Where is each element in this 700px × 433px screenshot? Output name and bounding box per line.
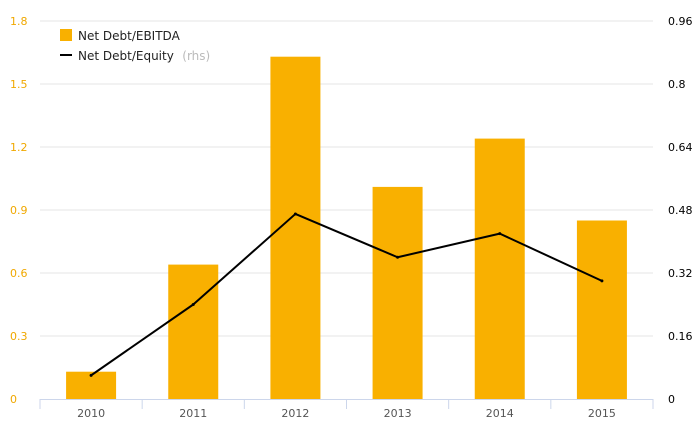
x-tick-label: 2015 [588,407,616,420]
x-tick-label: 2014 [486,407,514,420]
right-tick-label: 0.48 [668,204,693,217]
right-tick-label: 0 [668,393,675,406]
left-axis: 0 0.3 0.6 0.9 1.2 1.5 1.8 [10,15,28,406]
legend-swatch-bar [60,29,72,41]
legend-item-net-debt-ebitda[interactable]: Net Debt/EBITDA [60,29,181,43]
left-tick-label: 0.9 [10,204,28,217]
line-point[interactable] [600,279,604,283]
left-tick-label: 1.5 [10,78,28,91]
left-tick-label: 0.3 [10,330,28,343]
line-point[interactable] [89,373,93,377]
bar[interactable] [372,186,423,399]
x-tick-label: 2010 [77,407,105,420]
line-point[interactable] [498,232,502,236]
legend-label-net-debt-equity: Net Debt/Equity (rhs) [78,47,210,64]
legend-label-main: Net Debt/Equity [78,49,174,63]
bar[interactable] [270,56,321,399]
right-tick-label: 0.96 [668,15,693,28]
net-debt-equity-line[interactable] [90,212,603,377]
bar[interactable] [576,220,627,400]
right-tick-label: 0.32 [668,267,693,280]
legend-item-net-debt-equity[interactable]: Net Debt/Equity (rhs) [60,47,210,64]
line-point[interactable] [293,212,297,216]
bar[interactable] [474,138,525,399]
left-tick-label: 1.2 [10,141,28,154]
x-axis: 2010 2011 2012 2013 2014 2015 [39,399,654,420]
x-tick-label: 2012 [281,407,309,420]
right-tick-label: 0.8 [668,78,686,91]
grid-lines [40,20,653,337]
right-tick-label: 0.16 [668,330,693,343]
right-axis: 0 0.16 0.32 0.48 0.64 0.8 0.96 [668,15,693,406]
x-tick-label: 2011 [179,407,207,420]
legend-label-suffix: (rhs) [182,49,210,63]
line-point[interactable] [396,255,400,259]
left-tick-label: 0.6 [10,267,28,280]
right-tick-label: 0.64 [668,141,693,154]
left-tick-label: 1.8 [10,15,28,28]
legend[interactable]: Net Debt/EBITDA Net Debt/Equity (rhs) [60,29,210,64]
legend-label-net-debt-ebitda: Net Debt/EBITDA [78,29,181,43]
line-series [89,212,604,377]
bar-series [66,56,627,400]
bar[interactable] [168,264,219,399]
x-tick-label: 2013 [384,407,412,420]
left-tick-label: 0 [10,393,17,406]
line-point[interactable] [191,303,195,306]
